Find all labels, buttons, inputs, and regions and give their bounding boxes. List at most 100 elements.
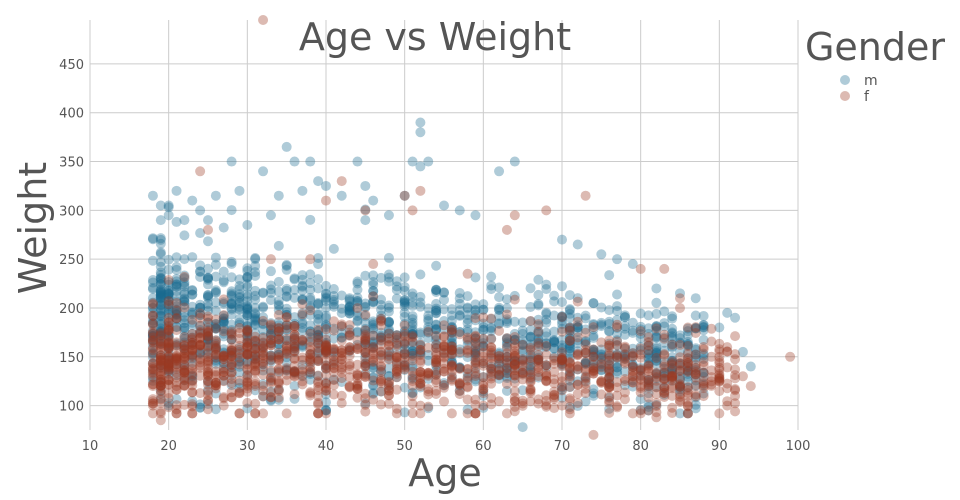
data-point-m <box>352 292 363 303</box>
data-point-m <box>155 293 166 304</box>
data-point-m <box>391 330 402 341</box>
data-point-m <box>336 328 347 339</box>
data-point-m <box>667 341 678 352</box>
data-point-f <box>509 401 520 412</box>
data-point-m <box>281 357 292 368</box>
data-point-m <box>525 367 536 378</box>
data-point-f <box>305 328 316 339</box>
data-point-m <box>163 288 174 299</box>
data-point-f <box>698 367 709 378</box>
data-point-m <box>682 359 693 370</box>
data-point-m <box>431 305 442 316</box>
data-point-f <box>391 366 402 377</box>
data-point-m <box>273 320 284 331</box>
data-point-m <box>313 313 324 324</box>
data-point-f <box>478 341 489 352</box>
data-point-f <box>171 384 182 395</box>
data-point-f <box>588 429 599 440</box>
data-point-m <box>297 308 308 319</box>
data-point-m <box>281 320 292 331</box>
data-point-m <box>195 260 206 271</box>
data-point-m <box>163 295 174 306</box>
data-point-m <box>509 335 520 346</box>
data-point-f <box>533 350 544 361</box>
data-point-m <box>619 310 630 321</box>
data-point-f <box>714 346 725 357</box>
data-point-f <box>525 384 536 395</box>
data-point-f <box>360 325 371 336</box>
data-point-m <box>415 340 426 351</box>
data-point-m <box>281 365 292 376</box>
data-point-m <box>564 343 575 354</box>
data-point-m <box>171 286 182 297</box>
data-point-m <box>218 266 229 277</box>
data-point-m <box>289 284 300 295</box>
data-point-m <box>179 293 190 304</box>
data-point-m <box>321 345 331 356</box>
data-point-m <box>344 302 355 313</box>
data-point-m <box>690 392 701 403</box>
data-point-m <box>155 326 166 337</box>
data-point-f <box>423 370 434 381</box>
data-point-f <box>258 342 269 353</box>
data-point-f <box>517 398 528 409</box>
data-point-f <box>313 408 324 419</box>
data-point-m <box>226 288 237 299</box>
data-point-m <box>391 276 402 287</box>
data-point-m <box>368 337 379 348</box>
data-point-m <box>163 316 174 327</box>
data-point-m <box>155 377 166 388</box>
data-point-f <box>541 205 552 216</box>
data-point-f <box>509 396 520 407</box>
data-point-m <box>273 332 284 343</box>
data-point-m <box>179 270 190 281</box>
data-point-m <box>509 355 520 366</box>
data-point-f <box>635 326 646 337</box>
data-point-f <box>391 339 402 350</box>
data-point-m <box>391 334 402 345</box>
data-point-m <box>564 369 575 380</box>
data-point-f <box>281 363 292 374</box>
data-point-m <box>619 354 630 365</box>
data-point-m <box>557 311 567 322</box>
data-point-m <box>258 325 269 336</box>
data-point-f <box>604 355 615 366</box>
data-point-m <box>226 380 237 391</box>
data-point-m <box>179 294 190 305</box>
data-point-f <box>376 366 387 377</box>
data-point-f <box>163 317 174 328</box>
data-point-f <box>258 391 269 402</box>
data-point-m <box>525 331 536 342</box>
data-point-f <box>690 363 701 374</box>
data-point-m <box>470 315 481 326</box>
data-point-m <box>494 373 505 384</box>
data-point-f <box>423 369 434 380</box>
data-point-m <box>682 365 693 376</box>
data-point-f <box>643 361 654 372</box>
data-point-m <box>265 329 276 340</box>
data-point-m <box>572 400 583 411</box>
data-point-m <box>549 335 560 346</box>
data-point-m <box>242 302 253 313</box>
data-point-m <box>399 285 410 296</box>
data-point-f <box>163 342 174 353</box>
data-point-f <box>321 363 331 374</box>
data-point-f <box>328 343 339 354</box>
data-point-m <box>321 404 331 415</box>
data-point-f <box>517 369 528 380</box>
data-point-f <box>612 390 623 401</box>
data-point-f <box>195 360 206 371</box>
data-point-f <box>446 359 457 370</box>
data-point-m <box>179 273 190 284</box>
data-point-m <box>651 325 662 336</box>
data-point-m <box>313 317 324 328</box>
data-point-m <box>187 332 198 343</box>
data-point-f <box>446 370 457 381</box>
data-point-f <box>675 302 685 313</box>
data-point-f <box>376 386 387 397</box>
data-point-m <box>360 270 371 281</box>
data-point-f <box>265 376 276 387</box>
data-point-m <box>423 156 434 167</box>
data-point-f <box>439 396 449 407</box>
data-point-f <box>564 335 575 346</box>
